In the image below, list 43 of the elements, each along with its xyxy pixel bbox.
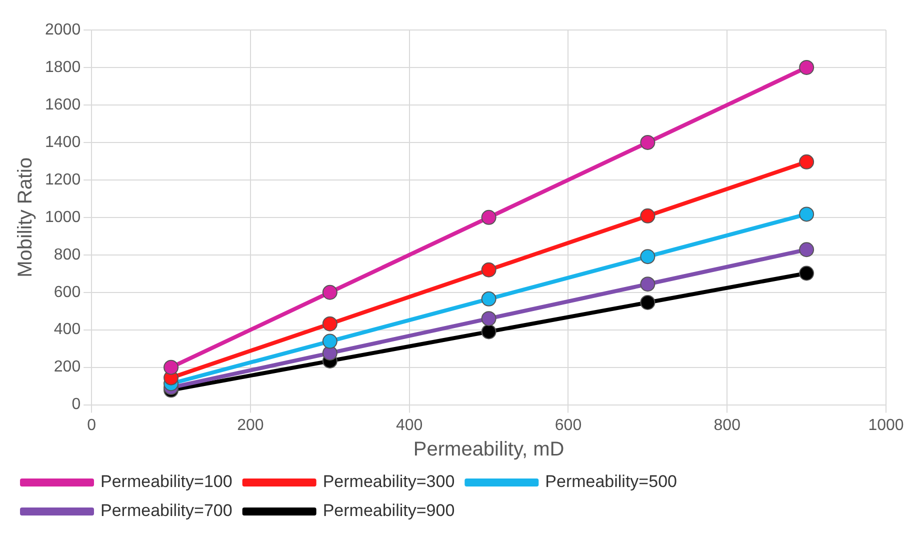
- point: [640, 249, 656, 264]
- x-axis-title: Permeability, mD: [413, 438, 564, 461]
- y-tick-label: 200: [54, 358, 81, 376]
- point: [481, 210, 496, 225]
- y-tick-label: 1400: [45, 134, 81, 151]
- point: [640, 294, 656, 310]
- point: [322, 316, 338, 332]
- y-tick-label: 0: [72, 396, 81, 414]
- x-tick-label: 200: [237, 416, 264, 434]
- point: [640, 276, 656, 292]
- point: [481, 324, 496, 340]
- y-tick-label: 1200: [45, 171, 81, 188]
- y-tick-label: 800: [54, 246, 81, 264]
- point: [799, 60, 814, 75]
- x-tick-label: 800: [714, 416, 741, 434]
- point: [799, 242, 814, 258]
- y-tick-label: 1800: [45, 58, 81, 76]
- legend-label: Permeability=700: [100, 501, 232, 520]
- legend-label: Permeability=300: [322, 472, 455, 492]
- y-tick-label: 1000: [45, 208, 81, 226]
- y-axis-title: Mobility Ratio: [14, 157, 37, 278]
- y-tick-label: 1600: [45, 96, 81, 114]
- point: [640, 208, 656, 224]
- point: [481, 311, 496, 326]
- x-tick-label: 0: [87, 416, 96, 434]
- point: [481, 291, 496, 306]
- y-tick-label: 600: [54, 284, 81, 301]
- x-tick-label: 1000: [868, 416, 904, 434]
- x-tick-label: 600: [554, 416, 582, 434]
- point: [322, 284, 338, 300]
- legend-label: Permeability=500: [545, 472, 677, 492]
- point: [164, 360, 179, 375]
- point: [799, 154, 814, 170]
- y-tick-label: 2000: [45, 21, 81, 38]
- legend-label: Permeability=900: [322, 501, 455, 520]
- point: [481, 262, 496, 278]
- legend-label: Permeability=100: [100, 472, 232, 492]
- y-tick-label: 400: [54, 321, 81, 338]
- point: [640, 134, 656, 150]
- point: [799, 266, 814, 281]
- point: [799, 206, 814, 222]
- point: [322, 334, 338, 349]
- x-tick-label: 400: [396, 416, 423, 434]
